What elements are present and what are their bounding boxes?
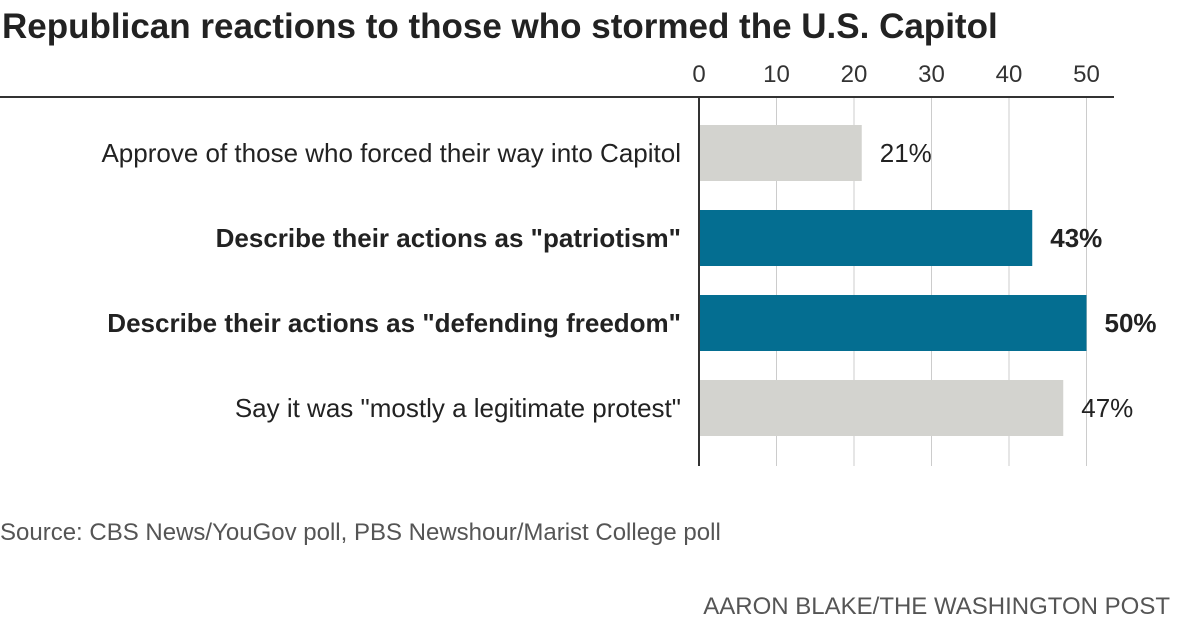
value-label: 47% xyxy=(1081,393,1133,423)
x-tick-label: 0 xyxy=(692,61,705,88)
category-label: Say it was "mostly a legitimate protest" xyxy=(235,393,681,423)
bar xyxy=(699,210,1033,266)
bar xyxy=(699,125,862,181)
x-tick-label: 20 xyxy=(841,61,868,88)
credit-line: AARON BLAKE/THE WASHINGTON POST xyxy=(703,593,1170,620)
axis-tick-labels: 0 10 20 30 40 50 xyxy=(692,61,1100,88)
source-note: Source: CBS News/YouGov poll, PBS Newsho… xyxy=(0,519,721,546)
bar xyxy=(699,380,1064,436)
category-label: Approve of those who forced their way in… xyxy=(101,138,681,168)
x-tick-label: 30 xyxy=(918,61,945,88)
x-tick-label: 50 xyxy=(1073,61,1100,88)
category-label: Describe their actions as "defending fre… xyxy=(107,308,681,338)
value-labels: 21% 43% 50% 47% xyxy=(880,138,1157,423)
bar-chart: 0 10 20 30 40 50 Approve of those who forced … xyxy=(0,61,1157,466)
category-labels: Approve of those who forced their way in… xyxy=(101,138,681,423)
bar xyxy=(699,295,1087,351)
x-tick-label: 40 xyxy=(996,61,1023,88)
chart-title: Republican reactions to those who storme… xyxy=(2,7,998,46)
category-label: Describe their actions as "patriotism" xyxy=(216,223,681,253)
bars xyxy=(699,125,1087,436)
value-label: 43% xyxy=(1050,223,1102,253)
value-label: 50% xyxy=(1105,308,1157,338)
value-label: 21% xyxy=(880,138,932,168)
x-tick-label: 10 xyxy=(763,61,790,88)
